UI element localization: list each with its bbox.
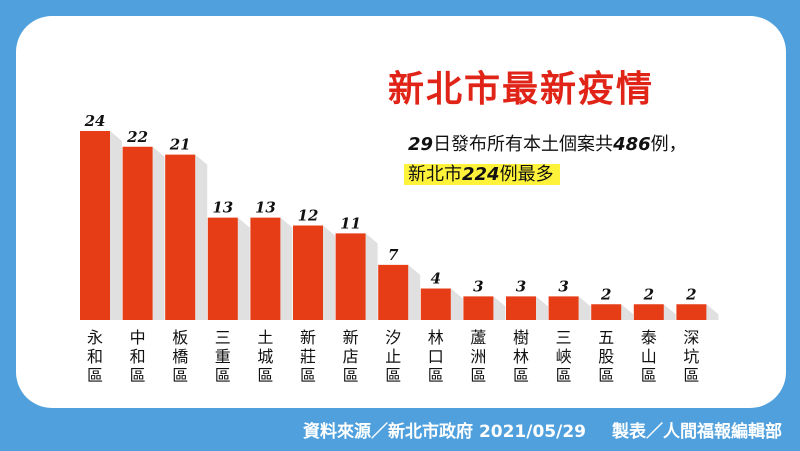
- category-label: 汐止區: [385, 328, 401, 385]
- category-label: 土城區: [257, 328, 273, 385]
- bar-shadow: [621, 304, 634, 320]
- category-label: 新店區: [343, 328, 359, 385]
- bar-三重區: [207, 217, 238, 320]
- category-label: 板橋區: [172, 328, 188, 385]
- bar-shadow: [195, 154, 208, 320]
- note-text-1: 日發布所有本土個案共: [433, 134, 614, 155]
- value-label: 24: [84, 112, 106, 130]
- value-label: 3: [516, 277, 526, 295]
- value-label: 22: [126, 128, 148, 146]
- bar-shadow: [450, 288, 463, 320]
- category-label: 永和區: [87, 328, 103, 385]
- value-label: 13: [212, 199, 233, 217]
- category-label: 蘆洲區: [470, 328, 486, 385]
- footer: 資料來源／新北市政府 2021/05/29 製表／人間福報編輯部: [0, 408, 800, 451]
- bar-板橋區: [165, 154, 196, 320]
- value-label: 2: [600, 285, 611, 303]
- bar-shadow: [323, 225, 335, 320]
- category-label: 樹林區: [513, 328, 529, 385]
- note-line-2: 新北市224例最多: [404, 160, 560, 186]
- note-text-3: 例最多: [499, 164, 554, 185]
- bar-深坑區: [676, 304, 707, 320]
- category-label: 三重區: [215, 328, 231, 385]
- value-label: 3: [473, 277, 483, 295]
- bar-永和區: [80, 131, 110, 320]
- note-total: 486: [613, 134, 651, 155]
- value-label: 3: [558, 277, 568, 295]
- bar-林口區: [420, 288, 451, 320]
- chart-title: 新北市最新疫情: [388, 69, 655, 110]
- note-city: 新北市: [408, 164, 462, 185]
- category-label: 五股區: [598, 328, 614, 385]
- bar-汐止區: [378, 264, 409, 320]
- bar-蘆洲區: [463, 296, 494, 320]
- bar-shadow: [706, 304, 719, 320]
- value-label: 2: [643, 285, 654, 303]
- note-date: 29: [408, 134, 434, 155]
- bar-shadow: [663, 304, 676, 320]
- bar-三峽區: [548, 296, 579, 320]
- value-label: 12: [298, 207, 319, 225]
- note-line-1: 29日發布所有本土個案共486例，: [408, 130, 687, 156]
- bar-泰山區: [633, 304, 664, 320]
- bar-新莊區: [293, 225, 323, 320]
- value-label: 2: [685, 285, 696, 303]
- value-label: 21: [169, 136, 191, 154]
- bar-shadow: [237, 217, 250, 320]
- category-label: 三峽區: [556, 328, 572, 385]
- category-label: 林口區: [428, 328, 444, 385]
- value-label: 4: [431, 270, 441, 288]
- bar-shadow: [493, 296, 506, 320]
- value-label: 7: [388, 246, 399, 264]
- bar-shadow: [578, 296, 591, 320]
- bar-shadow: [110, 131, 122, 320]
- category-label: 新莊區: [300, 328, 316, 385]
- bar-樹林區: [506, 296, 536, 320]
- bar-shadow: [365, 233, 378, 320]
- footer-credit: 製表／人間福報編輯部: [612, 422, 782, 442]
- bar-shadow: [280, 217, 293, 320]
- category-label: 泰山區: [641, 328, 657, 385]
- bar-新店區: [335, 233, 366, 320]
- note-highlight: 新北市224例最多: [404, 164, 560, 185]
- category-label: 深坑區: [683, 328, 699, 385]
- value-label: 13: [255, 199, 276, 217]
- note-city-count: 224: [462, 164, 500, 185]
- value-label: 11: [340, 214, 361, 232]
- bar-五股區: [591, 304, 622, 320]
- bar-土城區: [250, 217, 281, 320]
- bar-shadow: [536, 296, 548, 320]
- bar-shadow: [408, 264, 421, 320]
- footer-source: 資料來源／新北市政府 2021/05/29: [303, 422, 586, 442]
- category-label: 中和區: [130, 328, 146, 385]
- bar-shadow: [152, 146, 165, 320]
- note-text-2: 例，: [650, 134, 687, 155]
- bar-中和區: [122, 146, 153, 320]
